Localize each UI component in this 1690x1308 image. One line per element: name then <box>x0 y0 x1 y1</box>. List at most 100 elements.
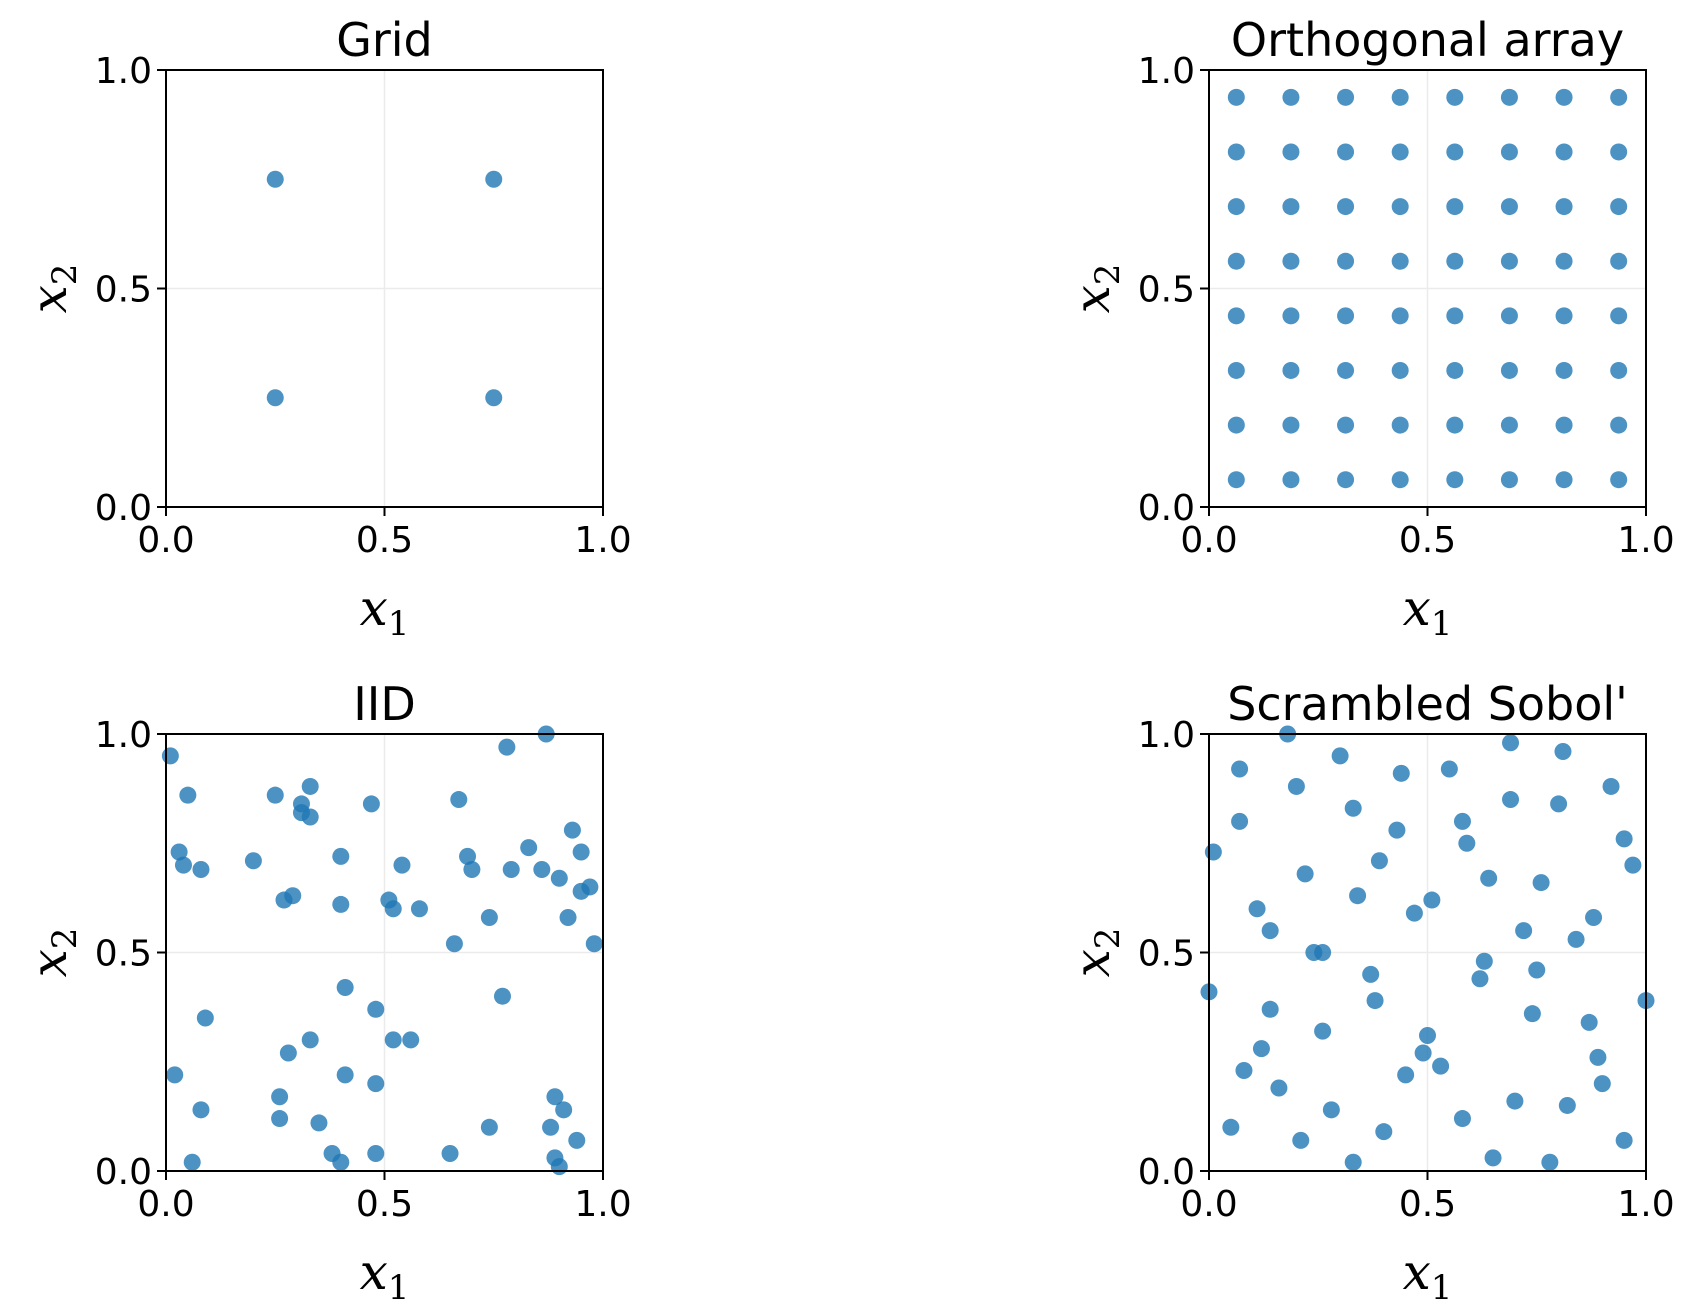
scatter-point <box>1475 952 1493 970</box>
y-tick-label: 0.0 <box>95 488 152 529</box>
scatter-point <box>301 1031 319 1049</box>
scatter-point <box>1500 471 1518 489</box>
y-tick-label: 1.0 <box>95 51 152 92</box>
scatter-point <box>332 895 350 913</box>
scatter-point <box>174 856 192 874</box>
y-tick-label: 0.0 <box>95 1152 152 1193</box>
scatter-point <box>1446 361 1464 379</box>
y-tick-label: 1.0 <box>1138 715 1195 756</box>
scatter-point <box>533 860 551 878</box>
scatter-point <box>1261 1000 1279 1018</box>
scatter-point <box>1432 1057 1450 1075</box>
scatter-point <box>1344 799 1362 817</box>
scatter-point <box>1453 812 1471 830</box>
scatter-point <box>402 1031 420 1049</box>
scatter-point <box>161 747 179 765</box>
scatter-point <box>192 860 210 878</box>
scatter-point <box>1414 1044 1432 1062</box>
scatter-point <box>1337 143 1355 161</box>
scatter-point <box>1500 198 1518 216</box>
panel-title: IID <box>353 677 416 731</box>
scatter-point <box>1615 1131 1633 1149</box>
scatter-point <box>1554 742 1572 760</box>
scatter-point <box>1500 88 1518 106</box>
scatter-point <box>1282 307 1300 325</box>
y-tick-label: 0.5 <box>95 270 152 311</box>
scatter-point <box>410 900 428 918</box>
scatter-point <box>1555 416 1573 434</box>
scatter-point <box>1331 747 1349 765</box>
scatter-point <box>1523 1005 1541 1023</box>
scatter-point <box>1610 307 1628 325</box>
scatter-point <box>1391 416 1409 434</box>
scatter-point <box>1624 856 1642 874</box>
scatter-point <box>1227 143 1245 161</box>
scatter-point <box>271 1088 289 1106</box>
scatter-point <box>1555 307 1573 325</box>
scatter-point <box>1446 198 1464 216</box>
scatter-point <box>362 795 380 813</box>
x-axis-label: x1 <box>1403 1243 1453 1308</box>
scatter-point <box>1502 734 1520 752</box>
scatter-point <box>1446 143 1464 161</box>
scatter-point <box>459 847 477 865</box>
scatter-point <box>1506 1092 1524 1110</box>
y-axis-label: x2 <box>1063 264 1128 314</box>
scatter-point <box>1446 88 1464 106</box>
x-tick-label: 1.0 <box>574 520 631 561</box>
scatter-point <box>1610 252 1628 270</box>
scatter-point <box>1370 852 1388 870</box>
y-tick-label: 0.5 <box>95 934 152 975</box>
scatter-point <box>1453 1110 1471 1128</box>
panel-title: Scrambled Sobol' <box>1227 677 1628 731</box>
scatter-point <box>1391 307 1409 325</box>
scatter-point <box>1580 1013 1598 1031</box>
scatter-point <box>1502 791 1520 809</box>
scatter-point <box>1227 361 1245 379</box>
scatter-point <box>1446 416 1464 434</box>
x-tick-label: 1.0 <box>574 1184 631 1225</box>
scatter-point <box>1231 760 1249 778</box>
scatter-point <box>1391 198 1409 216</box>
scatter-point <box>1471 970 1489 988</box>
x-axis-label: x1 <box>360 1243 410 1308</box>
scatter-point <box>1423 891 1441 909</box>
scatter-point <box>336 1066 354 1084</box>
scatter-point <box>1282 143 1300 161</box>
scatter-point <box>1282 198 1300 216</box>
scatter-point <box>384 1031 402 1049</box>
x-axis-label: x1 <box>1403 579 1453 644</box>
scatter-point <box>1282 252 1300 270</box>
scatter-point <box>1555 198 1573 216</box>
scatter-point <box>563 821 581 839</box>
scatter-point <box>1204 843 1222 861</box>
y-tick-label: 0.5 <box>1138 934 1195 975</box>
x-tick-label: 0.0 <box>1180 520 1237 561</box>
scatter-point <box>1248 900 1266 918</box>
scatter-panel: 0.0 0.5 1.0 0.0 0.5 1.0 Scrambled Sobol' x1 x2 <box>1063 677 1675 1308</box>
scatter-point <box>1446 252 1464 270</box>
scatter-point <box>384 900 402 918</box>
scatter-point <box>336 978 354 996</box>
scatter-point <box>183 1153 201 1171</box>
scatter-point <box>1555 471 1573 489</box>
scatter-point <box>1541 1153 1559 1171</box>
scatter-point <box>1558 1096 1576 1114</box>
scatter-point <box>1337 307 1355 325</box>
scatter-point <box>367 1075 385 1093</box>
scatter-point <box>1314 944 1332 961</box>
scatter-point <box>166 1066 184 1084</box>
scatter-point <box>550 869 568 887</box>
scatter-point <box>1458 834 1476 852</box>
scatter-point <box>1337 361 1355 379</box>
scatter-point <box>301 808 319 826</box>
scatter-point <box>1602 777 1620 795</box>
scatter-point <box>332 1153 350 1171</box>
scatter-point <box>1484 1149 1502 1167</box>
scatter-point <box>244 852 262 870</box>
y-axis-label: x2 <box>20 264 85 314</box>
scatter-point <box>332 847 350 865</box>
scatter-point <box>1567 930 1585 948</box>
scatter-panel: 0.0 0.5 1.0 0.0 0.5 1.0 Grid x1 x2 <box>20 13 632 644</box>
scatter-point <box>1500 361 1518 379</box>
